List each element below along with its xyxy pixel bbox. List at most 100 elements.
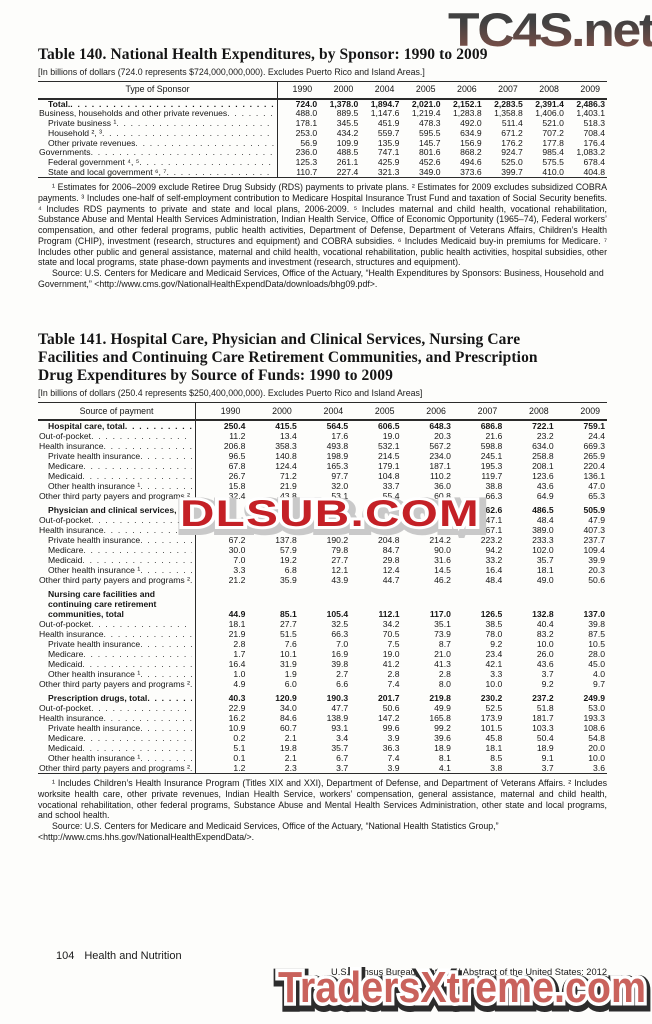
cell-value: 1.9 (284, 669, 297, 680)
cell-value: 19.8 (280, 743, 297, 754)
cell-value: 4.0 (593, 669, 605, 680)
row-label-cell: Health insurance . . . . . . . . . . . .… (38, 525, 196, 536)
cell-value: 97.7 (331, 471, 349, 482)
row-label: Medicaid (48, 743, 83, 754)
cell-value: 1.0 (233, 669, 246, 680)
cell-value: 722.1 (532, 421, 554, 432)
cell-value: 373.6 (460, 166, 482, 177)
row-label-cell: Medicaid . . . . . . . . . . . . . . . .… (38, 471, 196, 482)
cell-value: 109.4 (583, 545, 605, 556)
row-label: State and local government ⁶, ⁷ (48, 167, 167, 177)
cell-value: 145.7 (418, 137, 441, 148)
row-label: Other third party payers and programs ² (39, 491, 190, 502)
cell-value (299, 525, 350, 535)
table-row: Total. . . . . . . . . . . . . . . . . .… (38, 98, 607, 110)
cell-value: 214.2 (429, 535, 451, 546)
table-140-subtitle: [In billions of dollars (724.0 represent… (38, 67, 425, 77)
cell-value: 120.9 (275, 693, 297, 704)
cell-value: 17.6 (331, 431, 349, 442)
dot-leader: . . . . . . . . . . . . . . . . . . . . … (124, 421, 192, 432)
row-label-cell: Other health insurance ¹ . . . . . . . .… (38, 481, 196, 492)
dot-leader: . . . . . . . . . . . . . . . . . . . . … (103, 441, 193, 452)
cell-value (402, 525, 453, 535)
table-row: Medicaid . . . . . . . . . . . . . . . .… (38, 743, 607, 754)
row-label: Other health insurance ¹ (48, 565, 141, 576)
cell-value: 724.0 (295, 98, 318, 109)
year-header: 2000 (272, 406, 292, 417)
row-label: Private health insurance (48, 535, 141, 546)
row-label-cell: Private health insurance . . . . . . . .… (38, 723, 196, 734)
row-label-cell: Federal government ⁴, ⁵ . . . . . . . . … (38, 157, 278, 168)
table-row: State and local government ⁶, ⁷ . . . . … (38, 166, 607, 178)
cell-value: 16.4 (485, 565, 503, 576)
table-row: Health insurance . . . . . . . . . . . .… (38, 713, 607, 724)
cell-value: 71.2 (280, 471, 297, 482)
table-header-row: Source of payment 1990 2000 2004 2005 2006 200… (38, 403, 607, 422)
cell-value (350, 501, 401, 515)
cell-value: 261.1 (336, 156, 359, 167)
cell-value: 868.2 (460, 147, 482, 158)
cell-value: 178.1 (295, 118, 318, 129)
cell-value: 50.4 (536, 733, 554, 744)
dot-leader: . . . . . . . . . . . . . . . . . . . . … (140, 639, 192, 650)
row-label-cell: Private health insurance . . . . . . . .… (38, 535, 196, 546)
cell-value: 345.5 (336, 118, 359, 129)
cell-value: 8.0 (438, 679, 451, 690)
cell-value: 51.8 (536, 703, 554, 714)
cell-value: 452.6 (418, 156, 441, 167)
table-row: Nursing care facilities and continuing c… (38, 585, 607, 620)
cell-value: 8.5 (490, 753, 503, 764)
row-label: Other health insurance ¹ (48, 481, 141, 492)
cell-value: 177.8 (542, 137, 564, 148)
cell-value: 233.3 (532, 535, 554, 546)
cell-value: 101.5 (480, 723, 503, 734)
cell-value: 47.1 (485, 515, 503, 526)
cell-value: 110.2 (430, 471, 451, 482)
dot-leader: . . . . . . . . . . . . . . . . . . . . … (140, 565, 192, 576)
cell-value: 9.1 (541, 753, 554, 764)
cell-value: 67.2 (228, 535, 246, 546)
row-label-cell: Other health insurance ¹ . . . . . . . .… (38, 669, 196, 680)
cell-value: 511.4 (501, 118, 523, 129)
cell-value: 35.7 (536, 555, 554, 566)
cell-value: 176.4 (583, 137, 605, 148)
row-label-cell: Private health insurance . . . . . . . .… (38, 639, 196, 650)
cell-value: 51.5 (280, 629, 297, 640)
row-label-cell: Medicare . . . . . . . . . . . . . . . .… (38, 733, 196, 744)
cell-value: 27.7 (331, 555, 349, 566)
dot-leader: . . . . . . . . . . . . . . . . . . . . … (103, 629, 193, 640)
row-label-cell: Medicare . . . . . . . . . . . . . . . .… (38, 649, 196, 660)
row-label: Hospital care, total (48, 421, 125, 432)
row-label: Medicaid (48, 555, 83, 566)
cell-value: 5.1 (233, 743, 246, 754)
cell-value: 138.9 (326, 713, 349, 724)
cell-value: 214.5 (377, 451, 400, 462)
dot-leader: . . . . . . . . . . . . . . . . . . . . … (140, 753, 192, 764)
row-label-cell: Other private revenues . . . . . . . . .… (38, 138, 278, 149)
table-row: Health insurance . . . . . . . . . . . .… (38, 525, 607, 536)
row-label: Business, households and other private r… (39, 109, 228, 119)
cell-value: 198.9 (326, 451, 349, 462)
census-credit: U.S. Census Bureau, Statistical Abstract… (331, 967, 607, 977)
cell-value: 220.4 (583, 461, 605, 472)
cell-value (196, 501, 247, 515)
cell-value: 123.6 (532, 471, 554, 482)
table-row: Private business ¹ . . . . . . . . . . .… (38, 118, 607, 129)
cell-value: 39.8 (331, 659, 349, 670)
cell-value: 201.7 (377, 693, 400, 704)
row-label-cell: Governments . . . . . . . . . . . . . . … (38, 148, 278, 158)
cell-value: 32.5 (331, 619, 349, 630)
dot-leader: . . . . . . . . . . . . . . . . . . . . … (90, 148, 274, 158)
dot-leader: . . . . . . . . . . . . . . . . . . . . … (140, 451, 192, 462)
cell-value: 36.3 (382, 743, 400, 754)
table-row: Private health insurance . . . . . . . .… (38, 535, 607, 546)
row-label-cell: Nursing care facilities and continuing c… (38, 585, 196, 620)
year-header: 2008 (529, 406, 549, 417)
cell-value: 136.1 (583, 471, 605, 482)
cell-value: 488.5 (336, 147, 359, 158)
cell-value: 486.5 (532, 505, 554, 516)
cell-value: 173.9 (480, 713, 503, 724)
cell-value: 53.1 (331, 491, 349, 502)
table-141: Source of payment 1990 2000 2004 2005 2006 200… (38, 402, 607, 775)
